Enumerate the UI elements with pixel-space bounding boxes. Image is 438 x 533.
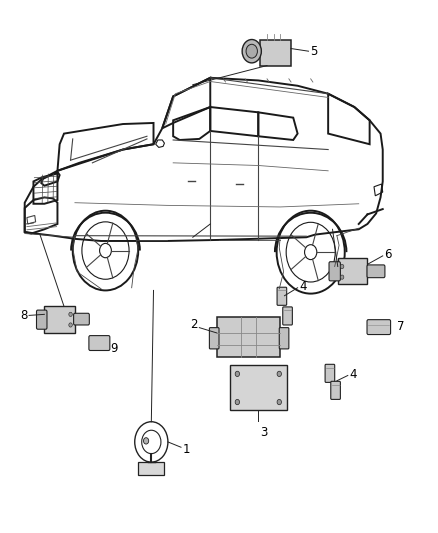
Circle shape xyxy=(144,438,149,444)
FancyBboxPatch shape xyxy=(277,287,287,305)
Circle shape xyxy=(340,275,344,279)
Text: 1: 1 xyxy=(183,443,190,456)
Text: 2: 2 xyxy=(190,319,197,332)
Circle shape xyxy=(277,371,282,376)
FancyBboxPatch shape xyxy=(44,306,75,333)
Circle shape xyxy=(69,323,72,327)
Text: 6: 6 xyxy=(384,248,392,261)
Circle shape xyxy=(242,39,261,63)
Text: 9: 9 xyxy=(111,342,118,356)
FancyBboxPatch shape xyxy=(74,313,89,325)
FancyBboxPatch shape xyxy=(89,336,110,351)
FancyBboxPatch shape xyxy=(217,317,280,357)
FancyBboxPatch shape xyxy=(279,328,289,349)
FancyBboxPatch shape xyxy=(329,262,340,281)
Text: 8: 8 xyxy=(21,309,28,322)
Circle shape xyxy=(69,312,72,317)
FancyBboxPatch shape xyxy=(367,265,385,278)
Circle shape xyxy=(235,371,240,376)
Circle shape xyxy=(246,44,258,58)
Circle shape xyxy=(340,264,344,269)
FancyBboxPatch shape xyxy=(325,365,335,382)
FancyBboxPatch shape xyxy=(261,40,291,66)
FancyBboxPatch shape xyxy=(331,381,340,399)
Text: 3: 3 xyxy=(261,426,268,439)
Text: 4: 4 xyxy=(349,368,357,381)
FancyBboxPatch shape xyxy=(230,365,287,410)
FancyBboxPatch shape xyxy=(367,320,391,335)
Circle shape xyxy=(235,399,240,405)
FancyBboxPatch shape xyxy=(209,328,219,349)
FancyBboxPatch shape xyxy=(138,462,164,475)
Text: 7: 7 xyxy=(397,320,405,333)
FancyBboxPatch shape xyxy=(36,310,47,329)
FancyBboxPatch shape xyxy=(338,258,367,284)
FancyBboxPatch shape xyxy=(283,307,292,325)
Circle shape xyxy=(277,399,282,405)
Text: 5: 5 xyxy=(310,45,317,58)
Text: 4: 4 xyxy=(299,280,307,293)
